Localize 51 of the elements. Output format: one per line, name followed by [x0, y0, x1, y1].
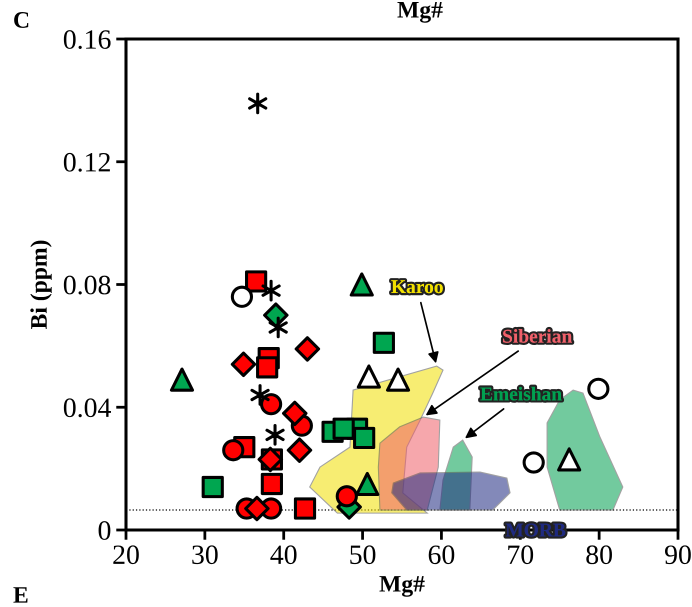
- point: [336, 485, 358, 508]
- x-tick-label: 50: [350, 545, 376, 564]
- point: [356, 364, 381, 389]
- y-tick-label: 0.16: [64, 30, 111, 50]
- text: Mg#: [397, 2, 443, 23]
- point: [262, 280, 281, 302]
- point: [250, 384, 270, 406]
- x-tick-label: 80: [586, 545, 612, 564]
- point: [286, 437, 312, 463]
- point: [522, 451, 545, 474]
- point: [265, 424, 285, 446]
- point: [355, 472, 380, 496]
- x-tick-label: 90: [665, 545, 691, 564]
- point: [230, 286, 254, 308]
- y-tick-label: 0.12: [64, 152, 110, 172]
- point: [244, 496, 270, 522]
- x-tick-label: 40: [270, 545, 297, 564]
- point: [294, 497, 316, 520]
- x-tick-label: 30: [192, 545, 218, 564]
- y-tick-label: 0.08: [64, 276, 110, 295]
- x-axis-title: Mg#: [379, 576, 425, 597]
- point: [170, 368, 194, 392]
- x-tick-label: 70: [508, 545, 534, 564]
- point: [245, 270, 268, 293]
- point: [294, 336, 320, 362]
- text: Karoo: [391, 280, 443, 294]
- text: C: [14, 12, 28, 28]
- point: [260, 393, 282, 416]
- x-tick-label: 20: [113, 545, 139, 564]
- point: [248, 92, 268, 114]
- point: [256, 356, 278, 378]
- point: [222, 439, 244, 462]
- point: [282, 400, 308, 426]
- point: [268, 316, 288, 338]
- y-tick-label: 0: [98, 521, 110, 540]
- point: [202, 476, 224, 498]
- point: [587, 378, 610, 400]
- text: Siberian: [503, 329, 572, 343]
- point: [260, 472, 283, 496]
- y-axis-title: Bi (ppm): [30, 240, 52, 330]
- point: [557, 447, 582, 472]
- point: [230, 352, 256, 378]
- point: [332, 418, 355, 440]
- x-tick-label: 60: [428, 545, 454, 564]
- point: [353, 426, 376, 450]
- point: [386, 368, 410, 392]
- text: E: [13, 587, 28, 603]
- text: Emeishan: [480, 386, 562, 401]
- point: [350, 272, 374, 297]
- y-tick-label: 0.04: [64, 398, 111, 418]
- point: [372, 332, 395, 354]
